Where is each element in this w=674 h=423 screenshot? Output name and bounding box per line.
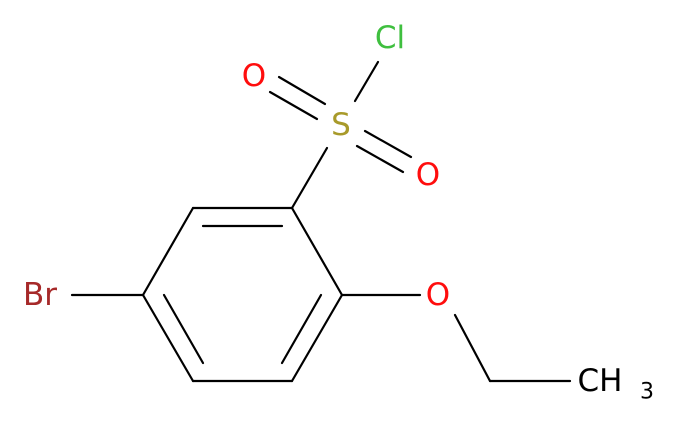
bond: [453, 313, 492, 383]
bond: [353, 60, 380, 103]
bond: [290, 146, 329, 210]
bond: [363, 129, 413, 159]
atom-label: S: [331, 107, 351, 143]
atom-label: O: [416, 157, 440, 193]
bond: [162, 293, 205, 365]
atom-label: Cl: [375, 20, 405, 56]
bond: [141, 206, 195, 297]
bond: [355, 144, 405, 174]
bond: [280, 293, 323, 365]
bond: [290, 293, 344, 383]
atom-label: O: [426, 277, 450, 313]
atom-label: O: [242, 58, 266, 94]
bond: [277, 75, 327, 106]
bonds: [70, 60, 572, 383]
bond: [290, 206, 344, 297]
atom-label: Br: [23, 277, 57, 313]
bond: [268, 90, 319, 121]
bond: [141, 293, 195, 383]
atom-subscript: 3: [640, 380, 654, 405]
atom-label: CH: [578, 363, 623, 399]
